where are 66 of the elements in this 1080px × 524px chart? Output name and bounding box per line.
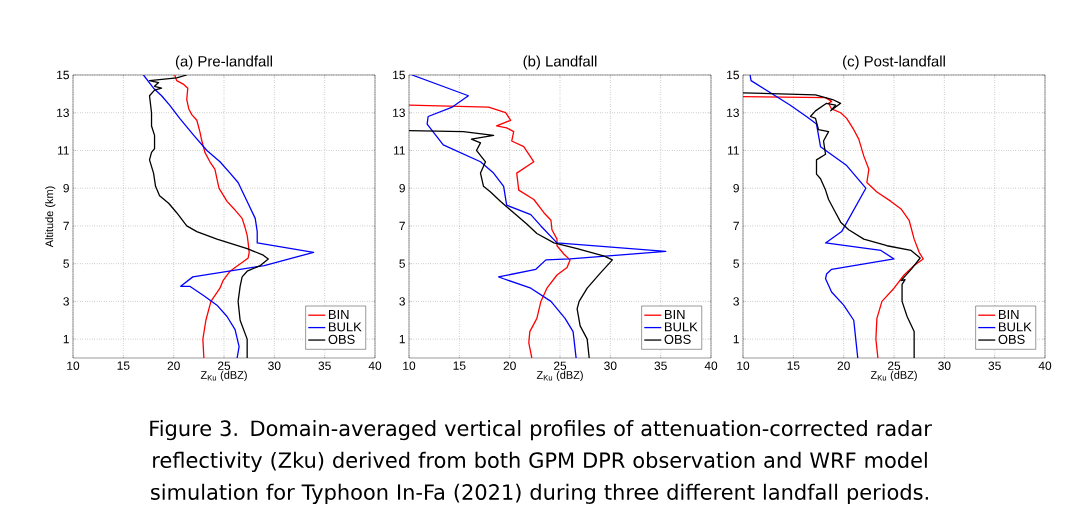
x-tick-label: 35 (654, 361, 667, 370)
y-tick-label: 5 (399, 259, 405, 268)
line-series (174, 75, 250, 358)
y-tick-label: 13 (393, 108, 405, 117)
chart-title: (c) Post-landfall (843, 55, 945, 70)
legend-label: BIN (328, 310, 349, 319)
legend-label: BIN (998, 310, 1019, 319)
line-series (142, 75, 315, 358)
y-tick-label: 5 (733, 259, 739, 268)
x-tick-label: 15 (453, 361, 466, 370)
x-axis-title: Z$_{Ku}$ (dBZ) (870, 370, 917, 382)
line-series (749, 75, 895, 358)
y-tick-label: 5 (63, 259, 69, 268)
legend-label: BIN (664, 310, 685, 319)
y-tick-label: 15 (727, 70, 739, 80)
legend-label: BULK (664, 322, 698, 332)
x-tick-label: 20 (167, 361, 180, 370)
y-tick-label: 13 (57, 108, 69, 117)
x-tick-label: 25 (887, 361, 901, 370)
y-tick-label: 9 (733, 183, 739, 193)
y-tick-label: 1 (63, 335, 69, 344)
x-tick-label: 15 (117, 361, 130, 370)
legend-label: OBS (664, 334, 691, 344)
y-tick-label: 7 (399, 221, 405, 231)
y-tick-label: 7 (63, 221, 69, 231)
y-tick-label: 13 (727, 108, 739, 117)
x-tick-label: 40 (1038, 361, 1052, 370)
x-tick-label: 15 (787, 361, 800, 370)
y-axis-title: Altitude (km) (45, 186, 56, 248)
x-axis-title: Z$_{Ku}$ (dBZ) (200, 370, 247, 382)
y-tick-label: 9 (63, 183, 69, 193)
legend-label: OBS (328, 334, 355, 344)
y-tick-label: 3 (733, 297, 739, 306)
caption: Figure 3. Domain-averaged vertical profiles of attenuation-corrected radar reflectivity (Zku) derived from both GPM DPR observation and WRF model simulation for Typhoon In-Fa (2021) during three different landfall periods. (150, 419, 932, 504)
x-tick-label: 35 (318, 361, 331, 370)
y-tick-label: 11 (57, 146, 69, 155)
x-tick-label: 35 (988, 361, 1001, 370)
y-tick-label: 15 (57, 70, 69, 80)
y-tick-label: 9 (399, 183, 405, 193)
line-series (409, 104, 571, 358)
y-tick-label: 7 (733, 221, 739, 231)
x-axis-title: Z$_{Ku}$ (dBZ) (536, 370, 583, 382)
y-tick-label: 11 (393, 146, 405, 155)
legend-label: BULK (998, 322, 1032, 332)
x-tick-label: 20 (503, 361, 516, 370)
x-tick-label: 40 (368, 361, 382, 370)
x-tick-label: 30 (938, 361, 951, 370)
chart-title: (a) Pre-landfall (175, 55, 272, 70)
x-tick-label: 25 (217, 361, 231, 370)
x-tick-label: 20 (837, 361, 850, 370)
y-tick-label: 3 (63, 297, 69, 306)
y-tick-label: 1 (399, 335, 405, 344)
legend-label: BULK (328, 322, 362, 332)
x-tick-label: 25 (553, 361, 567, 370)
y-tick-label: 1 (733, 335, 739, 344)
x-tick-label: 10 (67, 361, 80, 370)
x-tick-label: 10 (737, 361, 750, 370)
x-tick-label: 40 (704, 361, 718, 370)
y-tick-label: 15 (393, 70, 405, 80)
y-tick-label: 3 (399, 297, 405, 306)
y-tick-label: 11 (727, 146, 739, 155)
x-tick-label: 10 (403, 361, 416, 370)
chart-title: (b) Landfall (523, 55, 597, 70)
x-tick-label: 30 (268, 361, 281, 370)
legend-label: OBS (998, 334, 1025, 344)
x-tick-label: 30 (604, 361, 617, 370)
